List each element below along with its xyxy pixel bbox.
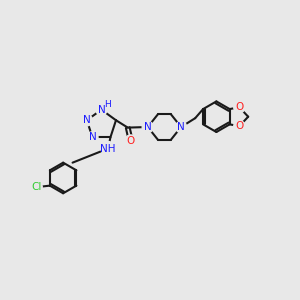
Circle shape — [142, 122, 153, 133]
Text: NH: NH — [100, 143, 116, 154]
Text: N: N — [177, 122, 185, 132]
Text: H: H — [104, 100, 111, 109]
Text: O: O — [235, 102, 244, 112]
Circle shape — [32, 182, 42, 192]
Circle shape — [234, 102, 245, 113]
Circle shape — [234, 121, 245, 132]
Text: N: N — [88, 132, 96, 142]
Circle shape — [176, 122, 187, 133]
Text: N: N — [144, 122, 152, 132]
Circle shape — [81, 115, 92, 126]
Text: O: O — [127, 136, 135, 146]
Text: N: N — [98, 105, 105, 115]
Circle shape — [96, 104, 107, 115]
Circle shape — [125, 135, 136, 146]
Text: O: O — [235, 121, 244, 131]
Text: N: N — [83, 115, 91, 125]
Text: Cl: Cl — [32, 182, 42, 192]
Circle shape — [101, 142, 115, 156]
Circle shape — [87, 132, 98, 143]
